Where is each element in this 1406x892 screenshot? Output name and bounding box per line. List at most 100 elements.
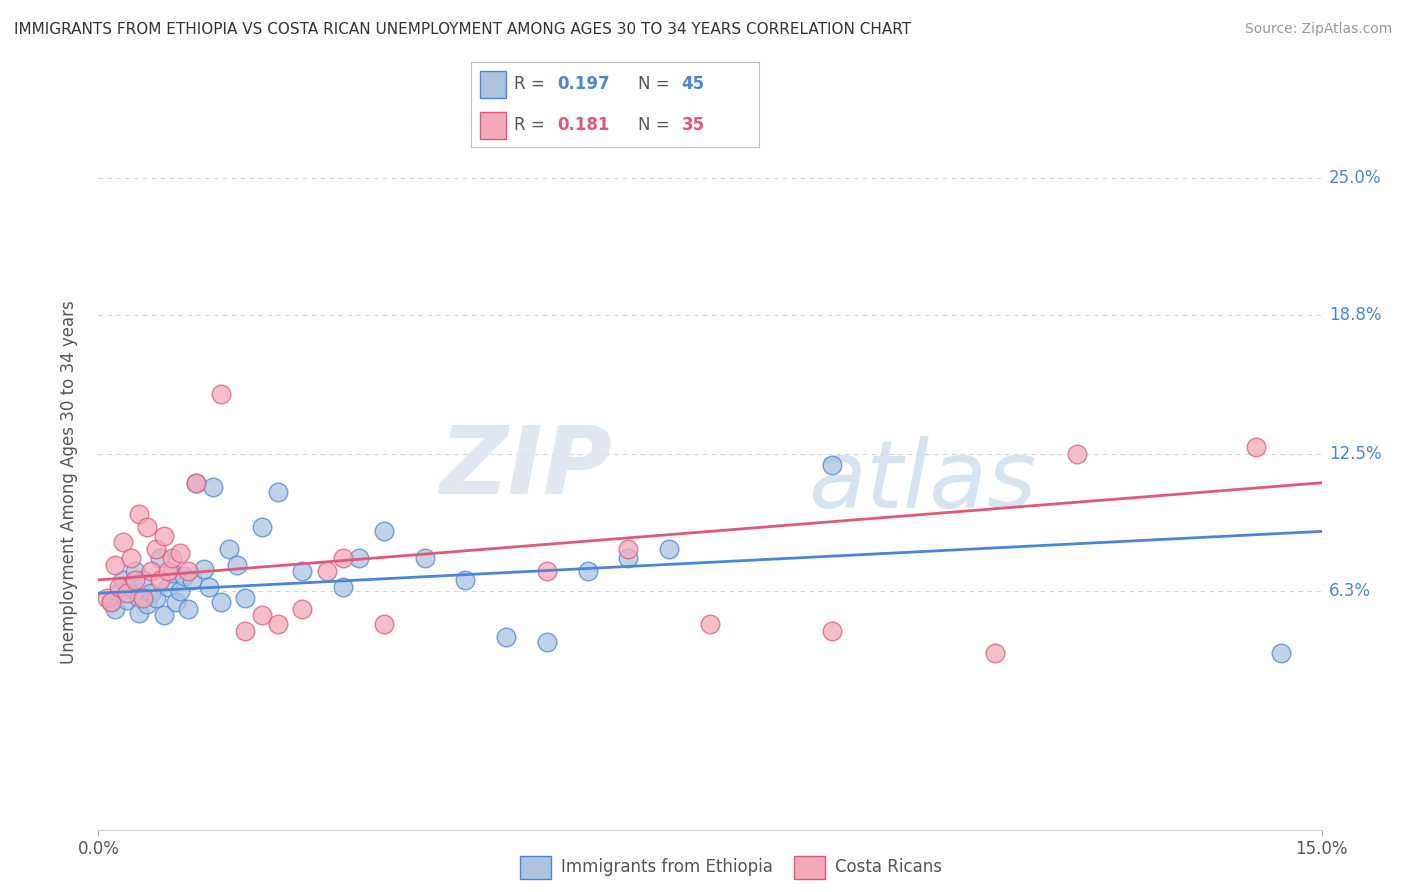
Point <box>373 617 395 632</box>
Point <box>267 484 290 499</box>
Point <box>315 564 337 578</box>
Point <box>145 591 167 605</box>
Point <box>349 550 371 565</box>
Point <box>821 458 844 472</box>
Point <box>536 635 558 649</box>
Point <box>100 595 122 609</box>
Point <box>149 550 172 565</box>
Text: 12.5%: 12.5% <box>1329 445 1381 463</box>
Point <box>1066 447 1088 461</box>
Point <box>132 573 155 587</box>
Point <box>124 573 146 587</box>
Point <box>111 573 134 587</box>
Point <box>373 524 395 539</box>
Point <box>111 535 134 549</box>
Text: 45: 45 <box>682 76 704 94</box>
Point <box>115 592 138 607</box>
Point <box>209 595 232 609</box>
Text: N =: N = <box>638 76 675 94</box>
Point <box>177 601 200 615</box>
Point <box>145 542 167 557</box>
Text: Costa Ricans: Costa Ricans <box>835 858 942 877</box>
Point <box>160 550 183 565</box>
Text: 0.181: 0.181 <box>558 116 610 134</box>
Text: 18.8%: 18.8% <box>1329 306 1381 324</box>
Point <box>454 573 477 587</box>
Point <box>132 591 155 605</box>
Point <box>197 580 219 594</box>
Point <box>267 617 290 632</box>
Point <box>186 475 208 490</box>
Text: N =: N = <box>638 116 675 134</box>
Point <box>193 562 215 576</box>
Point <box>233 591 256 605</box>
Text: 0.197: 0.197 <box>558 76 610 94</box>
Point <box>218 542 240 557</box>
Text: 25.0%: 25.0% <box>1329 169 1381 187</box>
Point <box>536 564 558 578</box>
Point <box>617 550 640 565</box>
Point <box>115 586 138 600</box>
Point <box>104 558 127 572</box>
Point <box>128 591 150 605</box>
Text: Source: ZipAtlas.com: Source: ZipAtlas.com <box>1244 22 1392 37</box>
Point <box>332 580 354 594</box>
Point <box>128 507 150 521</box>
Point <box>617 542 640 557</box>
Point <box>1246 441 1268 455</box>
Text: Immigrants from Ethiopia: Immigrants from Ethiopia <box>561 858 773 877</box>
Point <box>124 564 146 578</box>
Point <box>250 608 273 623</box>
Point <box>141 564 163 578</box>
Point <box>181 573 204 587</box>
Text: 6.3%: 6.3% <box>1329 582 1371 600</box>
Point <box>100 595 122 609</box>
Point <box>156 580 179 594</box>
FancyBboxPatch shape <box>479 112 506 139</box>
Point <box>128 606 150 620</box>
Point <box>332 550 354 565</box>
Point <box>104 601 127 615</box>
Point <box>141 586 163 600</box>
Point <box>186 475 208 490</box>
Point <box>156 564 179 578</box>
Point <box>291 564 314 578</box>
Point <box>984 646 1007 660</box>
Point <box>108 580 131 594</box>
Point <box>233 624 256 638</box>
Point <box>160 566 183 581</box>
Text: IMMIGRANTS FROM ETHIOPIA VS COSTA RICAN UNEMPLOYMENT AMONG AGES 30 TO 34 YEARS C: IMMIGRANTS FROM ETHIOPIA VS COSTA RICAN … <box>14 22 911 37</box>
Text: 35: 35 <box>682 116 704 134</box>
Text: R =: R = <box>515 76 550 94</box>
Point <box>108 586 131 600</box>
Point <box>169 546 191 560</box>
Point <box>152 529 174 543</box>
Point <box>413 550 436 565</box>
Text: R =: R = <box>515 116 550 134</box>
Point <box>120 550 142 565</box>
Point <box>120 580 142 594</box>
Point <box>169 584 191 599</box>
Point <box>201 480 224 494</box>
Point <box>495 631 517 645</box>
Point <box>173 568 195 582</box>
Point <box>1270 646 1292 660</box>
Point <box>149 573 172 587</box>
Point <box>291 601 314 615</box>
Text: atlas: atlas <box>808 436 1036 527</box>
Point <box>576 564 599 578</box>
Point <box>165 595 187 609</box>
Point <box>152 608 174 623</box>
FancyBboxPatch shape <box>479 71 506 98</box>
Point <box>136 597 159 611</box>
Point <box>658 542 681 557</box>
Point <box>96 591 118 605</box>
Point <box>821 624 844 638</box>
Point <box>209 387 232 401</box>
Point <box>177 564 200 578</box>
Point <box>250 520 273 534</box>
Y-axis label: Unemployment Among Ages 30 to 34 years: Unemployment Among Ages 30 to 34 years <box>59 300 77 664</box>
Point <box>226 558 249 572</box>
Point <box>699 617 721 632</box>
Text: ZIP: ZIP <box>439 422 612 514</box>
